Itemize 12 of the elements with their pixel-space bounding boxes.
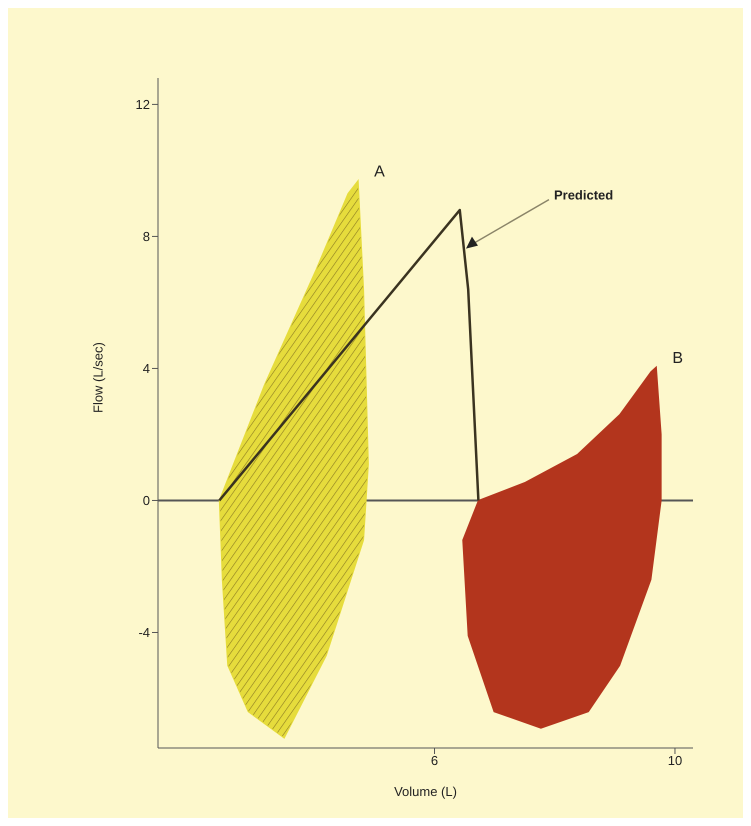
series-label: B: [672, 350, 684, 367]
x-axis-title: Volume (L): [394, 784, 457, 799]
series-label: A: [374, 163, 386, 180]
x-tick-label: 10: [668, 753, 682, 768]
y-tick-label: 4: [142, 361, 150, 376]
y-tick-label: -4: [138, 625, 150, 640]
x-tick-label: 6: [430, 753, 438, 768]
text: Predicted: [554, 188, 614, 203]
y-tick-label: 8: [142, 229, 150, 244]
y-tick-label: 12: [136, 97, 150, 112]
y-axis-title: Flow (L/sec): [90, 342, 106, 413]
y-tick-label: 0: [142, 493, 150, 508]
